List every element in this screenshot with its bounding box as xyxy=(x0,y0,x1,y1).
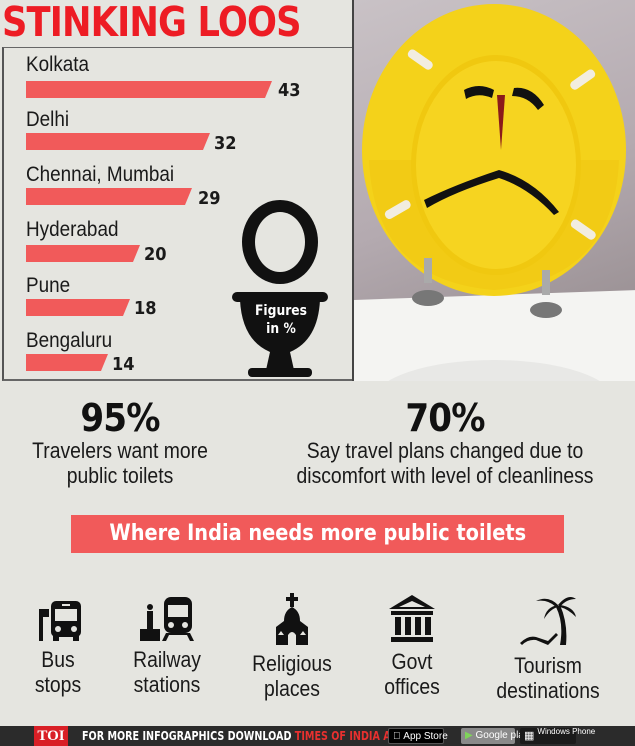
place-label-line1: Govt xyxy=(391,649,433,674)
apple-icon:  xyxy=(393,731,401,742)
footer-message-text: FOR MORE INFOGRAPHICS DOWNLOAD xyxy=(82,729,295,743)
chart-row: Bengaluru xyxy=(26,330,122,352)
bar xyxy=(26,81,272,98)
city-label: Delhi xyxy=(26,108,70,131)
page-title: STINKING LOOS xyxy=(2,0,301,46)
place-label-line2: destinations xyxy=(496,678,600,703)
stat-desc-line1: Say travel plans changed due to xyxy=(306,438,584,463)
bar xyxy=(26,354,108,371)
bar xyxy=(26,245,140,262)
city-label: Hyderabad xyxy=(26,218,119,241)
stat-desc-line2: discomfort with level of cleanliness xyxy=(296,463,594,488)
bar-value: 32 xyxy=(214,133,237,154)
app-store-badge[interactable]:  App Store xyxy=(388,728,448,744)
bar-value: 29 xyxy=(198,188,221,209)
bar-chart: Kolkata 43 Delhi 32 Chennai, Mumbai 29 H… xyxy=(2,47,352,381)
place-label-line2: places xyxy=(264,676,320,701)
banner-text: Where India needs more public toilets xyxy=(109,521,526,546)
windows-icon: ▦ xyxy=(524,730,535,742)
place-religious-places: Religious places xyxy=(242,593,342,701)
chart-row: Kolkata xyxy=(26,54,96,76)
stat-value: 70% xyxy=(405,396,485,440)
bar xyxy=(26,299,130,316)
place-label-line2: stops xyxy=(34,672,82,697)
bar-value: 18 xyxy=(134,298,157,319)
chart-row: Delhi xyxy=(26,109,74,131)
google-play-label: Google play xyxy=(475,730,529,741)
stat-desc-line1: Travelers want more xyxy=(32,438,208,463)
windows-phone-label: Windows Phone xyxy=(537,727,596,736)
bar-value: 43 xyxy=(278,80,301,101)
place-railway-stations: Railway stations xyxy=(122,593,212,697)
sad-toilet-seat-illustration xyxy=(354,4,635,381)
government-building-icon xyxy=(389,595,435,642)
section-banner: Where India needs more public toilets xyxy=(71,515,564,553)
place-label-line1: Railway xyxy=(133,647,201,672)
google-play-badge[interactable]: ▶ Google play xyxy=(461,728,529,744)
place-govt-offices: Govt offices xyxy=(372,593,452,699)
city-label: Chennai, Mumbai xyxy=(26,163,175,186)
place-label-line1: Tourism xyxy=(514,653,582,678)
bus-stop-icon xyxy=(39,601,81,641)
bar xyxy=(26,188,192,205)
bar xyxy=(26,133,210,150)
church-icon xyxy=(276,593,308,645)
play-icon: ▶ xyxy=(465,730,473,741)
toilet-icon xyxy=(232,200,328,377)
city-label: Kolkata xyxy=(26,53,90,76)
place-bus-stops: Bus stops xyxy=(18,593,98,697)
app-store-label: App Store xyxy=(393,731,447,742)
stat-travelers-want-toilets: 95% Travelers want more public toilets xyxy=(10,398,230,488)
toilet-seat-photo xyxy=(352,0,635,381)
footer-message: FOR MORE INFOGRAPHICS DOWNLOAD TIMES OF … xyxy=(82,728,405,744)
city-label: Pune xyxy=(26,274,71,297)
stat-travel-plans-changed: 70% Say travel plans changed due to disc… xyxy=(270,398,620,488)
bar-value: 20 xyxy=(144,244,167,265)
windows-phone-badge[interactable]: ▦ Windows Phone xyxy=(520,728,595,744)
chart-row: Chennai, Mumbai xyxy=(26,164,191,186)
place-tourism-destinations: Tourism destinations xyxy=(483,593,613,703)
figures-note-line1: Figures xyxy=(254,303,308,319)
bar-value: 14 xyxy=(112,354,135,375)
toi-logo: TOI xyxy=(34,726,68,746)
footer-bar: TOI FOR MORE INFOGRAPHICS DOWNLOAD TIMES… xyxy=(0,726,635,746)
stat-desc-line2: public toilets xyxy=(66,463,174,488)
place-label-line1: Bus xyxy=(41,647,75,672)
chart-row: Hyderabad xyxy=(26,219,129,241)
city-label: Bengaluru xyxy=(26,329,113,352)
place-label-line2: offices xyxy=(384,674,440,699)
chart-row: Pune xyxy=(26,275,75,297)
place-label-line2: stations xyxy=(133,672,201,697)
figures-note: Figures in % xyxy=(250,302,312,338)
railway-station-icon xyxy=(140,597,194,641)
figures-note-line2: in % xyxy=(266,321,296,337)
palm-tree-icon xyxy=(520,597,576,645)
stat-value: 95% xyxy=(80,396,160,440)
footer-app-name[interactable]: TIMES OF INDIA APP xyxy=(294,729,405,743)
place-label-line1: Religious xyxy=(252,651,332,676)
